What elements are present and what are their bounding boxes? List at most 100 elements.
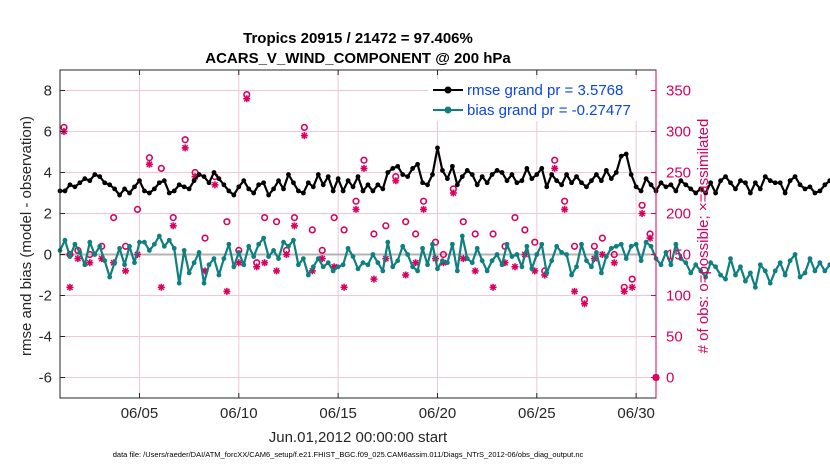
rmse-point	[693, 190, 699, 196]
obs-possible-marker	[370, 230, 378, 238]
bias-point	[703, 274, 709, 280]
rmse-point	[449, 163, 455, 169]
y-right-tick-label: 150	[666, 247, 691, 264]
bias-point	[360, 260, 366, 266]
legend-bias-label: bias grand pr = -0.27477	[467, 102, 631, 119]
bias-point	[320, 264, 326, 270]
rmse-point	[122, 186, 127, 192]
bias-point	[286, 243, 291, 249]
rmse-point	[191, 178, 197, 184]
rmse-point	[107, 182, 113, 188]
obs-assimilated-marker	[122, 267, 130, 275]
bias-point	[504, 241, 510, 247]
obs-possible-marker	[352, 197, 360, 205]
obs-possible-marker	[511, 214, 519, 222]
rmse-point	[415, 161, 420, 167]
bias-point	[723, 276, 728, 282]
rmse-point	[102, 180, 108, 186]
x-tick-label: 06/15	[319, 405, 357, 422]
rmse-point	[151, 186, 157, 192]
obs-possible-marker	[223, 218, 231, 226]
bias-point	[405, 252, 411, 257]
rmse-point	[738, 178, 743, 184]
rmse-point	[623, 151, 629, 157]
bias-point	[494, 252, 500, 257]
rmse-point	[474, 182, 480, 188]
bias-point	[395, 258, 401, 264]
bias-point	[792, 252, 798, 257]
obs-possible-marker	[570, 242, 579, 250]
bias-point	[499, 262, 505, 268]
rmse-point	[171, 188, 177, 194]
obs-possible-marker	[610, 250, 618, 259]
rmse-point	[161, 178, 167, 184]
rmse-point	[176, 182, 182, 188]
rmse-point	[479, 174, 485, 180]
obs-possible-marker	[181, 136, 189, 144]
bias-point	[350, 254, 356, 259]
rmse-point	[216, 176, 222, 182]
bias-point	[534, 252, 540, 257]
obs-possible-marker	[412, 230, 420, 238]
rmse-point	[484, 180, 490, 186]
rmse-point	[147, 190, 152, 196]
bias-point	[489, 258, 495, 264]
y-axis-left-label: rmse and bias (model - observation)	[18, 116, 35, 356]
rmse-point	[142, 188, 147, 194]
legend-rmse-label: rmse grand pr = 3.5768	[467, 82, 623, 99]
bias-point	[569, 272, 574, 278]
obs-possible-marker	[402, 218, 410, 226]
rmse-point	[544, 184, 550, 190]
obs-possible-marker	[638, 201, 646, 209]
y-right-tick-label: 350	[666, 83, 691, 100]
obs-assimilated-stroke	[581, 300, 588, 307]
rmse-point	[554, 178, 560, 184]
bias-point	[430, 241, 435, 247]
bias-point	[107, 274, 113, 280]
obs-assimilated-stroke	[86, 259, 93, 266]
rmse-point	[236, 184, 242, 190]
obs-markers	[60, 90, 660, 382]
bias-point	[67, 254, 73, 259]
obs-assimilated-stroke	[392, 177, 399, 184]
rmse-point	[643, 176, 649, 182]
bias-point	[668, 262, 674, 268]
bias-point	[147, 248, 152, 253]
rmse-point	[320, 182, 326, 188]
bias-point	[445, 260, 450, 266]
rmse-point	[564, 172, 569, 177]
bias-point	[648, 243, 654, 249]
rmse-point	[325, 174, 331, 180]
rmse-point	[733, 186, 738, 192]
obs-assimilated-marker	[580, 300, 588, 308]
rmse-point	[385, 170, 391, 175]
bias-point	[117, 245, 122, 251]
bias-point	[186, 270, 192, 276]
bias-point	[454, 268, 460, 274]
rmse-point	[509, 172, 515, 177]
bias-point	[425, 262, 430, 268]
rmse-point	[678, 178, 684, 184]
bias-point	[554, 243, 560, 249]
rmse-point	[425, 182, 430, 188]
obs-assimilated-marker	[223, 287, 231, 295]
rmse-point	[440, 168, 445, 173]
bias-point	[211, 256, 217, 261]
obs-assimilated-stroke	[66, 284, 74, 291]
rmse-point	[82, 176, 88, 182]
bias-point	[524, 243, 530, 249]
bias-point	[72, 241, 78, 247]
obs-possible-marker	[110, 214, 118, 222]
obs-possible-marker	[145, 154, 153, 162]
bias-point	[385, 239, 391, 245]
rmse-point	[618, 153, 624, 159]
rmse-point	[792, 174, 798, 180]
bias-point	[772, 268, 778, 274]
bias-point	[340, 262, 346, 268]
y-left-tick-label: -6	[39, 370, 52, 387]
rmse-point	[196, 172, 202, 177]
obs-assimilated-stroke	[340, 284, 348, 291]
bias-point	[574, 264, 579, 270]
rmse-point	[524, 166, 530, 171]
rmse-point	[291, 180, 296, 186]
